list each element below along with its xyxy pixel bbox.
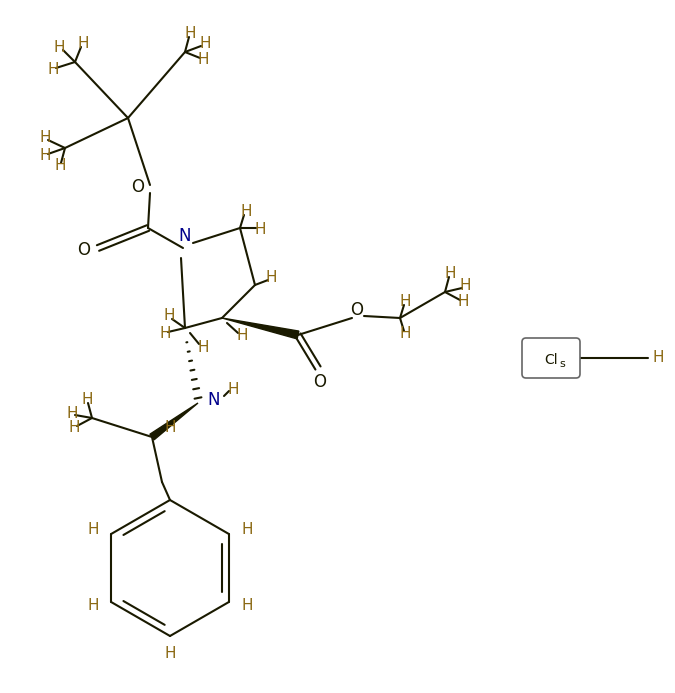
FancyBboxPatch shape: [522, 338, 580, 378]
Text: H: H: [197, 53, 209, 67]
Text: H: H: [54, 159, 65, 173]
Text: H: H: [164, 419, 176, 435]
Text: H: H: [265, 270, 277, 285]
Text: H: H: [399, 295, 411, 310]
Text: H: H: [652, 351, 664, 365]
Text: Cl: Cl: [544, 353, 558, 367]
Text: O: O: [78, 241, 90, 259]
Text: H: H: [81, 392, 92, 407]
Text: H: H: [184, 26, 196, 42]
Text: H: H: [199, 37, 211, 51]
Text: H: H: [164, 647, 176, 662]
Text: H: H: [68, 421, 80, 435]
Text: N: N: [179, 227, 191, 245]
Text: O: O: [350, 301, 364, 319]
Text: O: O: [132, 178, 144, 196]
Text: H: H: [47, 62, 59, 78]
Text: H: H: [39, 130, 51, 146]
Text: H: H: [444, 267, 456, 281]
Text: H: H: [399, 326, 411, 342]
Text: N: N: [208, 391, 220, 409]
Text: s: s: [559, 359, 565, 369]
Text: H: H: [241, 523, 252, 538]
Polygon shape: [150, 403, 198, 440]
Text: H: H: [197, 340, 209, 356]
Text: H: H: [77, 37, 88, 51]
Polygon shape: [222, 318, 299, 339]
Text: H: H: [457, 295, 468, 310]
Text: H: H: [53, 40, 65, 55]
Text: H: H: [66, 405, 78, 421]
Text: H: H: [87, 523, 99, 538]
Text: H: H: [240, 204, 252, 220]
Text: H: H: [459, 279, 470, 294]
Text: H: H: [227, 383, 239, 398]
Text: H: H: [236, 328, 248, 344]
Text: O: O: [313, 373, 327, 391]
Text: H: H: [87, 599, 99, 613]
Text: H: H: [163, 308, 175, 324]
Text: H: H: [159, 326, 171, 342]
Text: H: H: [241, 599, 252, 613]
Text: H: H: [254, 222, 266, 238]
Text: H: H: [39, 148, 51, 164]
